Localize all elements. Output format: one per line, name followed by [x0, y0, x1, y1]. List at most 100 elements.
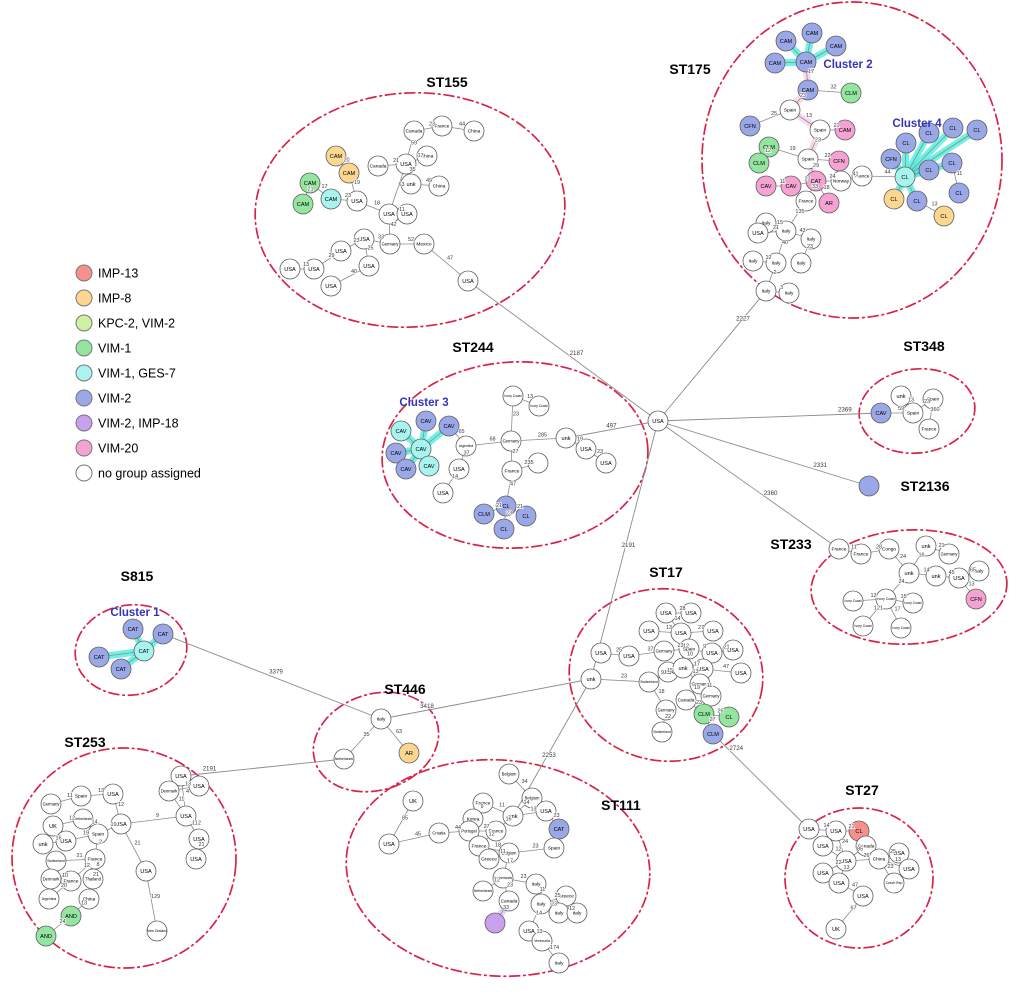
node-cam[interactable]	[338, 162, 360, 184]
node-china[interactable]	[868, 848, 890, 870]
node-usa[interactable]	[618, 645, 640, 667]
node-spain[interactable]	[87, 823, 109, 845]
node-ivory-coast[interactable]	[502, 385, 524, 407]
node-switzerland[interactable]	[638, 671, 660, 693]
node-netherlands[interactable]	[72, 808, 94, 830]
node-uk[interactable]	[42, 815, 64, 837]
node-unk[interactable]	[915, 535, 937, 557]
node-usa[interactable]	[457, 270, 479, 292]
node-clm[interactable]	[702, 723, 724, 745]
node-usa[interactable]	[102, 783, 124, 805]
node-cav[interactable]	[870, 402, 892, 424]
node-usa[interactable]	[828, 872, 850, 894]
node-cav[interactable]	[780, 175, 802, 197]
node-china[interactable]	[78, 888, 100, 910]
node-germany[interactable]	[653, 640, 675, 662]
node-italy[interactable]	[370, 708, 392, 730]
node-germany[interactable]	[700, 685, 722, 707]
node-france[interactable]	[851, 165, 873, 187]
node-ivory-coast[interactable]	[875, 588, 897, 610]
node-unlabeled[interactable]	[484, 912, 506, 934]
node-and[interactable]	[60, 905, 82, 927]
node-spain[interactable]	[922, 388, 944, 410]
node-usa[interactable]	[395, 153, 417, 175]
node-canada[interactable]	[367, 155, 389, 177]
node-cl[interactable]	[918, 122, 940, 144]
node-canada[interactable]	[403, 120, 425, 142]
node-cat[interactable]	[110, 658, 132, 680]
node-spain[interactable]	[543, 837, 565, 859]
node-ar[interactable]	[818, 192, 840, 214]
node-and[interactable]	[35, 925, 57, 947]
node-cl[interactable]	[495, 495, 517, 517]
node-cfn[interactable]	[739, 115, 761, 137]
node-czech-rep[interactable]	[883, 872, 905, 894]
node-belgium[interactable]	[521, 787, 543, 809]
node-usa[interactable]	[175, 805, 197, 827]
node-usa[interactable]	[812, 862, 834, 884]
node-canada[interactable]	[498, 890, 520, 912]
node-cl[interactable]	[718, 706, 740, 728]
node-cam[interactable]	[834, 119, 856, 141]
node-usa[interactable]	[303, 258, 325, 280]
node-france[interactable]	[918, 418, 940, 440]
node-usa[interactable]	[110, 813, 132, 835]
node-netherlands[interactable]	[492, 867, 514, 889]
node-france[interactable]	[472, 792, 494, 814]
node-italy[interactable]	[765, 252, 787, 274]
node-cam[interactable]	[775, 30, 797, 52]
node-netherlands[interactable]	[472, 880, 494, 902]
node-unk[interactable]	[890, 385, 912, 407]
node-italy[interactable]	[566, 902, 588, 924]
node-china[interactable]	[428, 175, 450, 197]
node-uk[interactable]	[402, 790, 424, 812]
node-usa[interactable]	[835, 850, 857, 872]
node-greece[interactable]	[478, 848, 500, 870]
node-cl[interactable]	[906, 190, 928, 212]
node-italy[interactable]	[968, 560, 990, 582]
node-ivory-coast[interactable]	[902, 592, 924, 614]
node-cl[interactable]	[966, 119, 988, 141]
node-cl[interactable]	[948, 182, 970, 204]
node-italy[interactable]	[790, 252, 812, 274]
node-cfn[interactable]	[880, 148, 902, 170]
node-clm[interactable]	[693, 703, 715, 725]
node-cav[interactable]	[385, 442, 407, 464]
node-usa[interactable]	[898, 858, 920, 880]
node-cam[interactable]	[299, 172, 321, 194]
node-italy[interactable]	[525, 873, 547, 895]
node-usa[interactable]	[888, 842, 910, 864]
node-cl[interactable]	[941, 152, 963, 174]
node-thailand[interactable]	[82, 868, 104, 890]
node-cat[interactable]	[152, 623, 174, 645]
node-cl[interactable]	[883, 188, 905, 210]
node-unk[interactable]	[32, 833, 54, 855]
node-cl[interactable]	[493, 518, 515, 540]
node-germany[interactable]	[500, 430, 522, 452]
node-usa[interactable]	[852, 885, 874, 907]
node-spain[interactable]	[902, 402, 924, 424]
node-usa[interactable]	[535, 800, 557, 822]
node-italy[interactable]	[548, 952, 570, 974]
node-france[interactable]	[850, 543, 872, 565]
node-usa[interactable]	[320, 275, 342, 297]
node-cam[interactable]	[797, 79, 819, 101]
node-cam[interactable]	[292, 193, 314, 215]
node-usa[interactable]	[188, 775, 210, 797]
node-unk[interactable]	[580, 668, 602, 690]
node-usa[interactable]	[448, 458, 470, 480]
node-italy[interactable]	[742, 250, 764, 272]
node-unk[interactable]	[502, 805, 524, 827]
node-usa[interactable]	[722, 639, 744, 661]
node-usa[interactable]	[825, 820, 847, 842]
node-clm[interactable]	[758, 136, 780, 158]
node-usa[interactable]	[747, 222, 769, 244]
node-cav[interactable]	[390, 420, 412, 442]
node-italy[interactable]	[778, 282, 800, 304]
node-china[interactable]	[416, 145, 438, 167]
node-belgium[interactable]	[498, 763, 520, 785]
node-usa[interactable]	[135, 860, 157, 882]
node-usa[interactable]	[396, 203, 418, 225]
node-france[interactable]	[485, 820, 507, 842]
node-cl[interactable]	[918, 159, 940, 181]
